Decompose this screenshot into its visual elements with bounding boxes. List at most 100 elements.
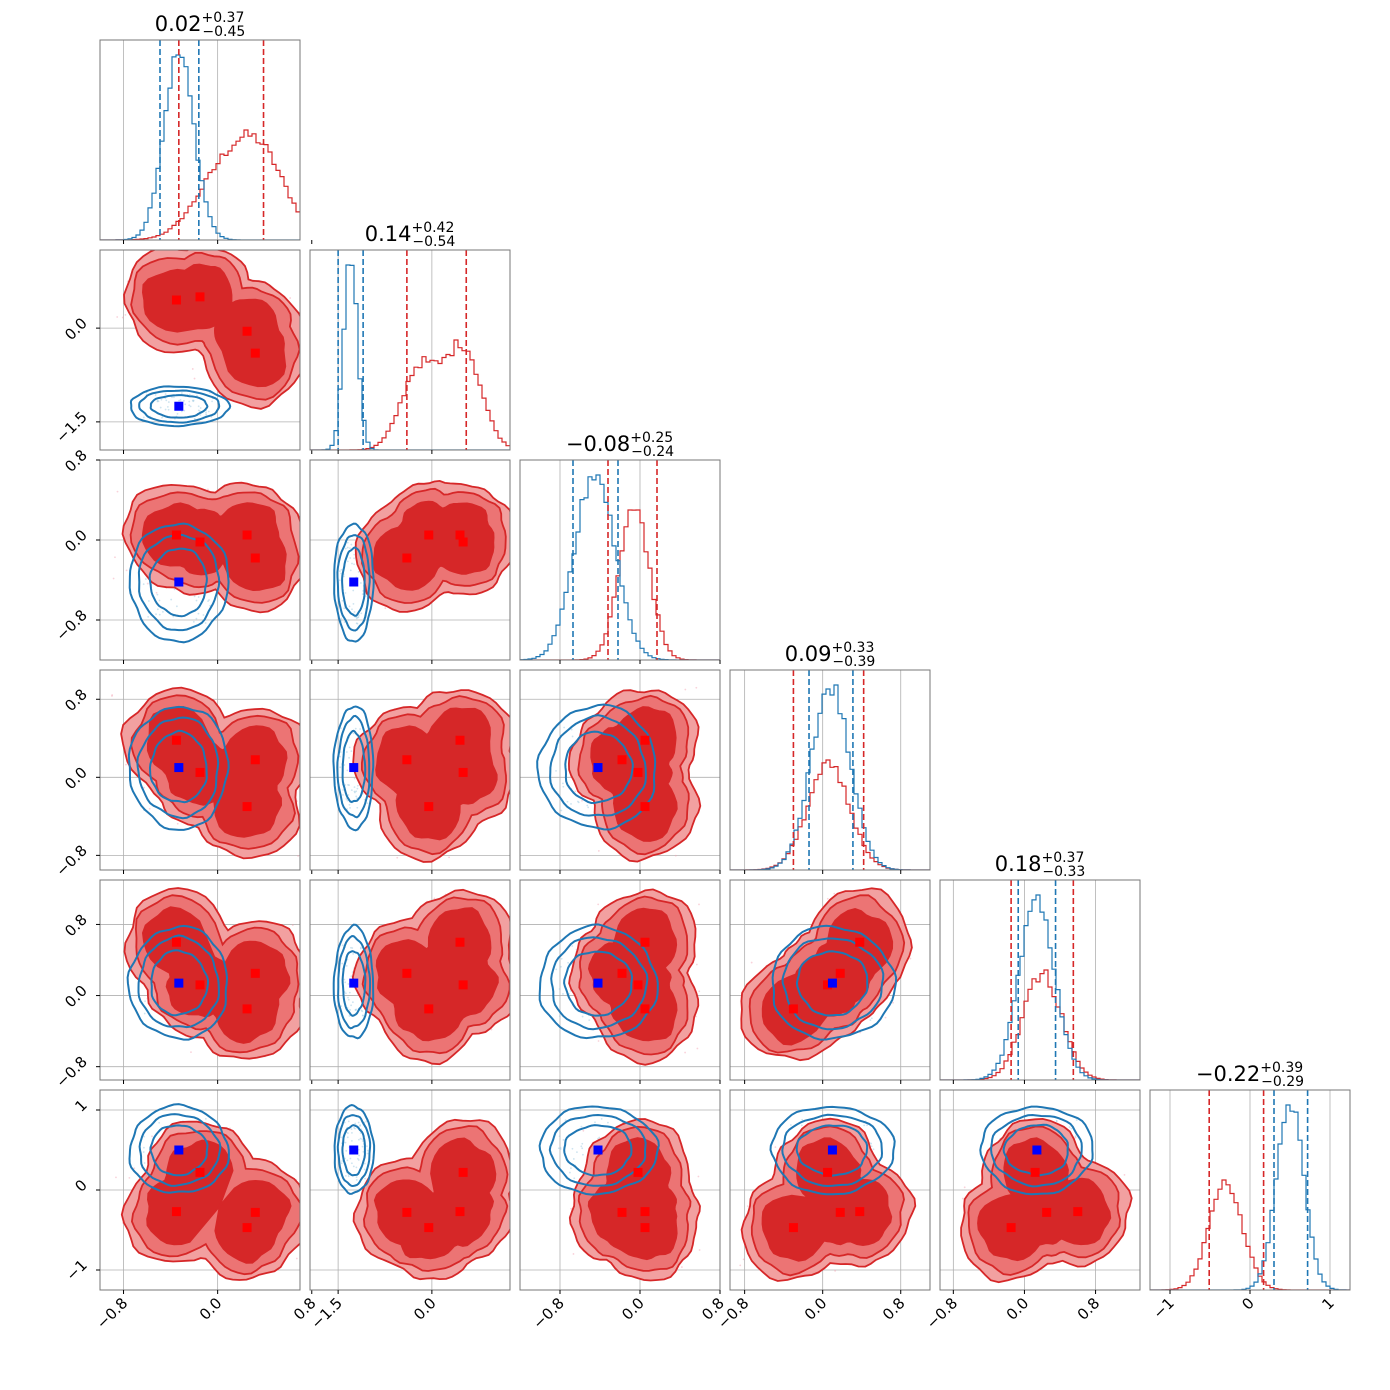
title-value: 0.18 (995, 852, 1042, 876)
sample-point-blue (348, 605, 351, 608)
parameter-title: −0.22+0.39 −0.29 (1196, 1060, 1304, 1090)
contour-blue (795, 950, 869, 1017)
mode-marker-red (242, 326, 252, 336)
sample-point-red (909, 957, 912, 960)
sample-point-red (304, 1244, 306, 1246)
truth-marker-blue (827, 1145, 837, 1155)
sample-point-blue (350, 1128, 353, 1131)
truth-marker-blue (593, 763, 603, 773)
sample-point-red (884, 1016, 887, 1019)
contour-blue (333, 1103, 376, 1195)
histogram-blue (100, 54, 300, 240)
mode-marker-red (250, 968, 260, 978)
contour-blue (128, 522, 230, 644)
sample-point-red (774, 1146, 777, 1149)
sample-point-blue (156, 593, 159, 596)
sample-point-red (963, 1186, 966, 1189)
x-tick-label: 0.0 (410, 1294, 440, 1324)
contour-red-inner (375, 907, 499, 1042)
contour-blue (538, 1105, 660, 1196)
sample-point-blue (352, 952, 355, 955)
sample-point-blue (344, 1141, 347, 1144)
sample-point-blue (356, 622, 359, 625)
contour-blue (336, 1114, 372, 1188)
x-tick-label: 0 (1238, 1294, 1257, 1313)
x-tick-label: −0.8 (923, 1294, 961, 1332)
sample-point-red (597, 903, 600, 906)
sample-point-blue (178, 399, 180, 402)
sample-point-blue (164, 393, 167, 395)
sample-point-red (315, 510, 317, 512)
contour-blue (149, 1124, 209, 1177)
sample-point-red (597, 1040, 600, 1042)
panel-2-2: −0.08+0.25 −0.24 (519, 430, 721, 664)
sample-point-blue (560, 809, 563, 812)
sample-point-blue (349, 557, 352, 559)
sample-point-blue (564, 1119, 567, 1122)
sample-point-blue (801, 1118, 804, 1121)
y-tick-label: 0.8 (61, 685, 91, 715)
sample-point-red (695, 686, 698, 689)
mode-marker-red (171, 735, 181, 745)
truth-marker-blue (174, 978, 184, 988)
sample-point-red (318, 726, 320, 728)
panel-frame (309, 459, 511, 661)
x-tick-label: −0.8 (93, 1294, 131, 1332)
sample-point-blue (338, 570, 341, 572)
sample-point-blue (359, 947, 362, 950)
sample-point-blue (340, 568, 343, 571)
sample-point-blue (364, 1177, 366, 1180)
sample-point-red (295, 1257, 298, 1260)
sample-point-blue (361, 1010, 364, 1013)
panel-frame (99, 39, 301, 241)
sample-point-blue (142, 583, 145, 586)
corner-panels: 0.02+0.37 −0.45−1.50.00.14+0.42 −0.54−0.80… (52, 10, 1351, 1333)
sample-point-red (581, 799, 583, 802)
y-tick-label: 0.0 (61, 982, 91, 1012)
contour-blue (148, 729, 208, 804)
mode-marker-red (1042, 1207, 1052, 1217)
panel-2-1 (309, 459, 511, 664)
panel-frame (309, 879, 511, 1081)
sample-point-blue (179, 398, 182, 401)
sample-point-blue (562, 993, 564, 995)
sample-point-red (833, 892, 836, 895)
sample-point-blue (356, 797, 358, 800)
parameter-title: 0.18+0.37 −0.33 (995, 850, 1086, 880)
sample-point-blue (340, 572, 342, 575)
contour-blue (136, 716, 220, 820)
title-plus: +0.39 (1260, 1060, 1303, 1076)
sample-point-red (448, 856, 450, 859)
sample-point-blue (344, 992, 347, 995)
sample-point-blue (161, 416, 163, 419)
sample-point-blue (211, 400, 213, 403)
sample-point-blue (354, 1009, 357, 1011)
sample-point-blue (346, 560, 349, 563)
mode-marker-red (250, 553, 260, 563)
sample-point-red (307, 959, 309, 961)
contour-red-inner (587, 1137, 678, 1261)
mode-marker-red (458, 980, 468, 990)
sample-point-blue (1055, 1119, 1058, 1122)
sample-point-red (698, 903, 700, 906)
y-tick-label: 0.8 (61, 446, 91, 476)
mode-marker-red (855, 1207, 865, 1217)
sample-point-blue (346, 541, 349, 544)
mode-marker-red (617, 1207, 627, 1217)
sample-point-blue (158, 613, 161, 616)
mode-marker-red (195, 537, 205, 547)
sample-point-red (207, 488, 209, 491)
x-tick-label: 0.0 (801, 1294, 831, 1324)
mode-marker-red (242, 530, 252, 540)
sample-point-blue (192, 400, 195, 403)
title-value: −0.08 (566, 432, 630, 456)
sample-point-blue (197, 409, 200, 412)
sample-point-blue (600, 1118, 603, 1120)
sample-point-blue (180, 392, 183, 394)
sample-point-blue (360, 582, 362, 584)
panel-frame (729, 879, 931, 1081)
truth-marker-blue (1032, 1145, 1042, 1155)
x-tick-label: −0.8 (529, 1294, 567, 1332)
sample-point-blue (199, 414, 202, 416)
y-tick-label: 0.0 (61, 763, 91, 793)
